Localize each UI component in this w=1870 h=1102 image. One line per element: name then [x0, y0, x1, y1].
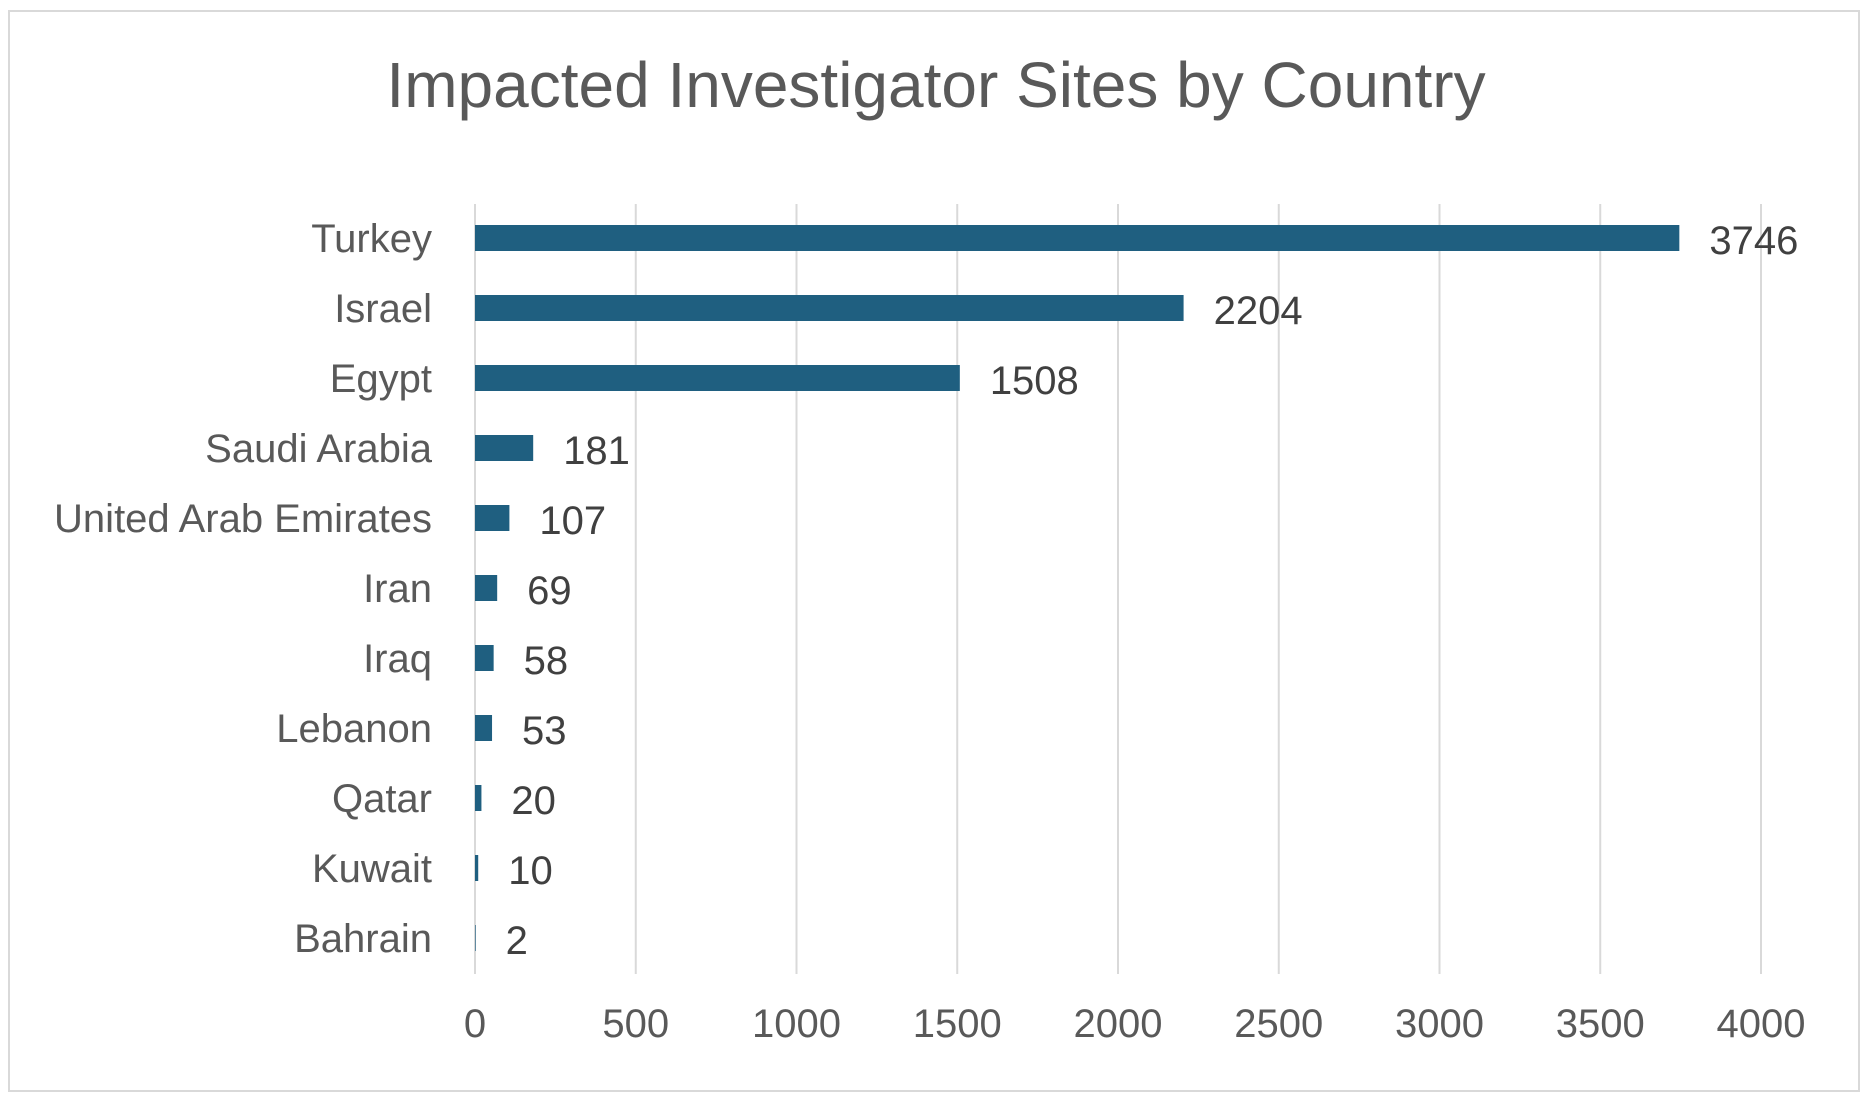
x-tick-label: 3500 [1556, 1002, 1645, 1046]
bar [475, 295, 1184, 321]
bar [475, 925, 476, 951]
data-label: 69 [527, 569, 572, 613]
bar [475, 785, 482, 811]
x-tick-label: 4000 [1717, 1002, 1806, 1046]
data-label: 2 [506, 919, 528, 963]
category-label: Egypt [330, 357, 432, 401]
bar [475, 715, 493, 741]
bar [475, 575, 498, 601]
x-tick-label: 1500 [913, 1002, 1002, 1046]
category-label: Israel [334, 287, 432, 331]
category-label: Bahrain [294, 917, 432, 961]
data-label: 20 [511, 779, 556, 823]
chart-frame: Impacted Investigator Sites by Country 0… [8, 10, 1860, 1092]
data-label: 1508 [990, 359, 1079, 403]
x-tick-label: 500 [602, 1002, 669, 1046]
category-label: Iraq [363, 637, 432, 681]
bar [475, 645, 494, 671]
gridlines [474, 204, 1762, 974]
category-label: Iran [363, 567, 432, 611]
bar [475, 505, 510, 531]
category-label: United Arab Emirates [54, 497, 432, 541]
data-label: 53 [522, 709, 567, 753]
data-label: 58 [524, 639, 569, 683]
bar [475, 225, 1680, 251]
category-label: Kuwait [312, 847, 432, 891]
bar-chart: Impacted Investigator Sites by Country 0… [54, 49, 1806, 1046]
data-label: 181 [563, 429, 630, 473]
category-label: Lebanon [276, 707, 432, 751]
category-label: Qatar [332, 777, 432, 821]
x-tick-label: 2000 [1074, 1002, 1163, 1046]
data-label: 3746 [1709, 219, 1798, 263]
category-labels: Turkey Israel Egypt Saudi Arabia United Arab… [54, 217, 433, 961]
x-tick-label: 2500 [1234, 1002, 1323, 1046]
category-label: Saudi Arabia [205, 427, 433, 471]
x-tick-label: 3000 [1395, 1002, 1484, 1046]
category-label: Turkey [311, 217, 432, 261]
data-label: 2204 [1214, 289, 1303, 333]
bar [475, 365, 960, 391]
x-tick-label: 0 [464, 1002, 486, 1046]
bar [475, 435, 534, 461]
x-axis-tick-labels: 0 500 1000 1500 2000 2500 3000 3500 4000 [464, 1002, 1806, 1046]
chart-title: Impacted Investigator Sites by Country [386, 49, 1485, 121]
bars [475, 225, 1680, 951]
data-labels: 3746 2204 1508 181 107 69 58 53 20 10 2 [506, 219, 1799, 963]
bar [475, 855, 479, 881]
data-label: 107 [539, 499, 606, 543]
x-tick-label: 1000 [752, 1002, 841, 1046]
data-label: 10 [508, 849, 552, 893]
